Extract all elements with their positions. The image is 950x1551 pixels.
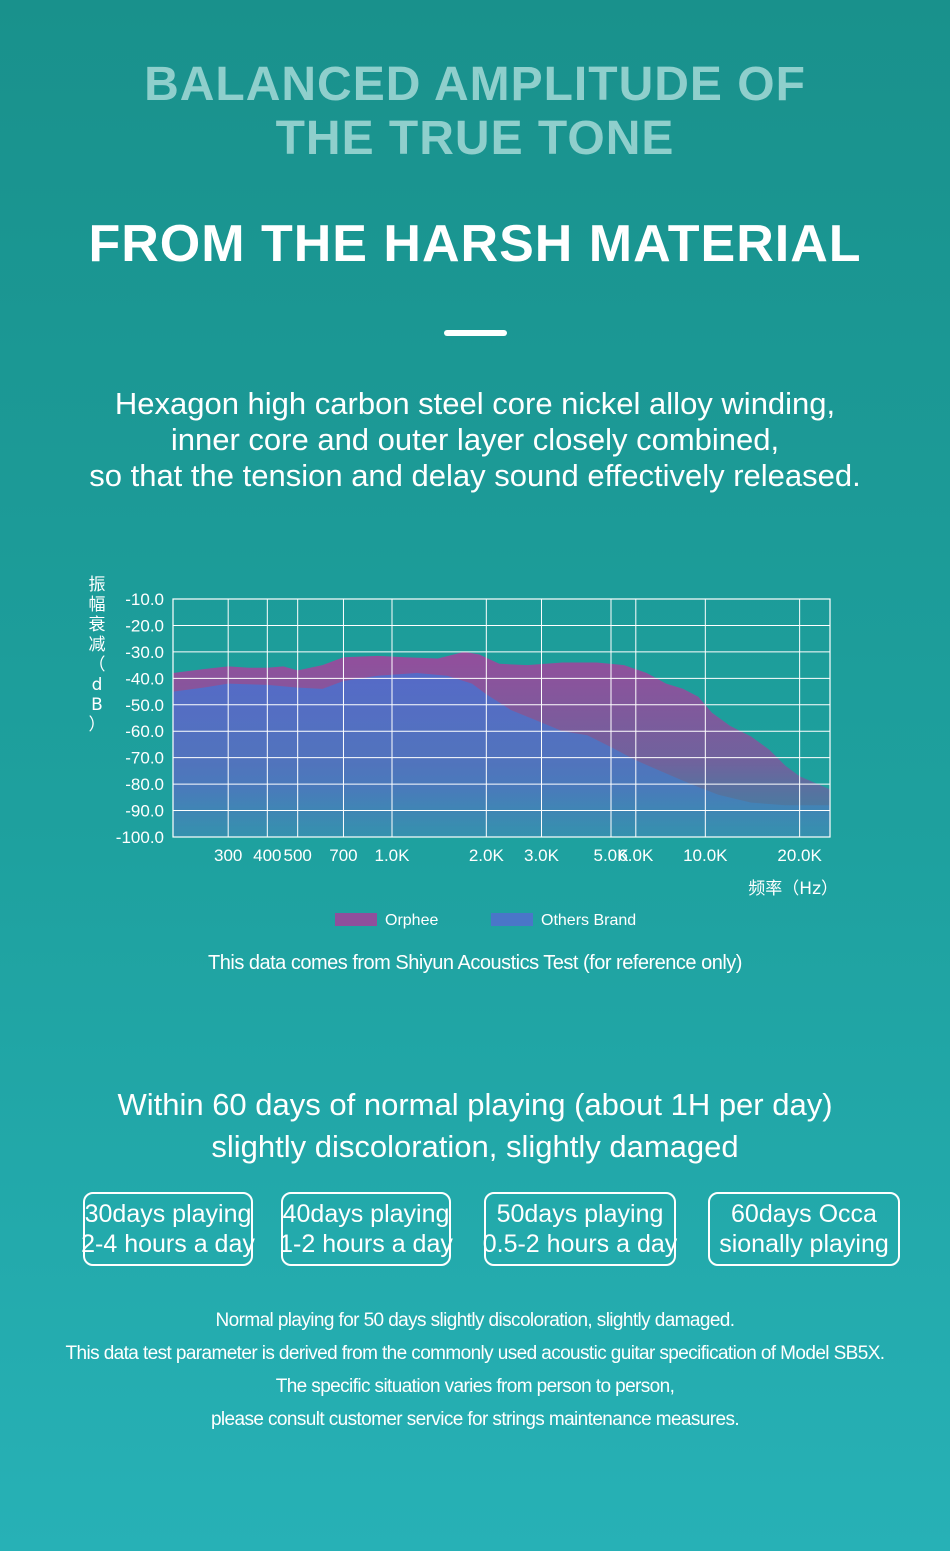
x-tick-label: 400	[253, 846, 281, 865]
headline-line: THE TRUE TONE	[275, 112, 675, 165]
y-tick-label: -30.0	[125, 643, 164, 662]
footer-line: please consult customer service for stri…	[210, 1409, 740, 1430]
subheadline: FROM THE HARSH MATERIAL	[88, 215, 862, 273]
footer-notes: Normal playing for 50 days slightly disc…	[0, 1304, 950, 1436]
legend-swatch	[335, 913, 377, 926]
legend-swatch	[491, 913, 533, 926]
x-tick-label: 6.0K	[618, 846, 654, 865]
footer-line: The specific situation varies from perso…	[275, 1376, 675, 1397]
divider	[444, 330, 507, 336]
usage-card-line: 50days playing	[496, 1200, 664, 1228]
y-tick-label: -70.0	[125, 749, 164, 768]
x-tick-label: 10.0K	[683, 846, 728, 865]
intro-text: Hexagon high carbon steel core nickel al…	[0, 386, 950, 494]
usage-card-line: 40days playing	[282, 1200, 450, 1228]
y-tick-label: -50.0	[125, 696, 164, 715]
data-source-note: This data comes from Shiyun Acoustics Te…	[208, 952, 742, 974]
y-tick-label: -10.0	[125, 590, 164, 609]
legend-label: Others Brand	[541, 912, 636, 929]
intro-line: so that the tension and delay sound effe…	[89, 458, 861, 493]
x-tick-label: 1.0K	[375, 846, 411, 865]
usage-card-line: 0.5-2 hours a day	[482, 1230, 678, 1258]
headline: BALANCED AMPLITUDE OF THE TRUE TONE	[0, 58, 950, 166]
headline-line: BALANCED AMPLITUDE OF	[144, 58, 806, 111]
usage-summary: Within 60 days of normal playing (about …	[0, 1084, 950, 1168]
x-tick-label: 5.0K	[594, 846, 630, 865]
usage-card-line: 30days playing	[84, 1200, 252, 1228]
usage-card-50days: 50days playing 0.5-2 hours a day	[482, 1192, 678, 1266]
usage-card-60days: 60days Occa sionally playing	[708, 1192, 900, 1266]
usage-card-line: 2-4 hours a day	[81, 1230, 255, 1258]
usage-line: slightly discoloration, slightly damaged	[211, 1129, 739, 1164]
y-tick-label: -80.0	[125, 775, 164, 794]
y-tick-label: -20.0	[125, 616, 164, 635]
usage-card-40days: 40days playing 1-2 hours a day	[279, 1192, 453, 1266]
x-axis-label: 频率（Hz）	[748, 879, 838, 899]
intro-line: inner core and outer layer closely combi…	[170, 422, 780, 457]
y-tick-label: -90.0	[125, 802, 164, 821]
x-tick-label: 300	[214, 846, 242, 865]
footer-line: Normal playing for 50 days slightly disc…	[215, 1310, 736, 1331]
usage-card-30days: 30days playing 2-4 hours a day	[81, 1192, 255, 1266]
footer-line: This data test parameter is derived from…	[65, 1343, 886, 1364]
x-tick-label: 2.0K	[469, 846, 505, 865]
y-axis-label: 振幅衰减（ d B）	[89, 575, 106, 735]
y-tick-label: -100.0	[116, 828, 164, 847]
x-tick-label: 3.0K	[524, 846, 560, 865]
intro-line: Hexagon high carbon steel core nickel al…	[114, 386, 836, 421]
x-tick-label: 500	[283, 846, 311, 865]
usage-line: Within 60 days of normal playing (about …	[117, 1087, 833, 1122]
frequency-response-chart: -10.0 -20.0 -30.0 -40.0 -50.0 -60.0 -70.0 -80.0…	[89, 575, 839, 929]
y-tick-label: -60.0	[125, 722, 164, 741]
series-area-others-brand	[173, 673, 830, 837]
usage-card-line: 60days Occa	[731, 1200, 877, 1228]
usage-card-line: sionally playing	[719, 1230, 889, 1258]
legend-label: Orphee	[385, 912, 438, 929]
y-tick-label: -40.0	[125, 669, 164, 688]
usage-card-line: 1-2 hours a day	[279, 1230, 453, 1258]
x-tick-label: 20.0K	[777, 846, 822, 865]
x-tick-label: 700	[329, 846, 357, 865]
